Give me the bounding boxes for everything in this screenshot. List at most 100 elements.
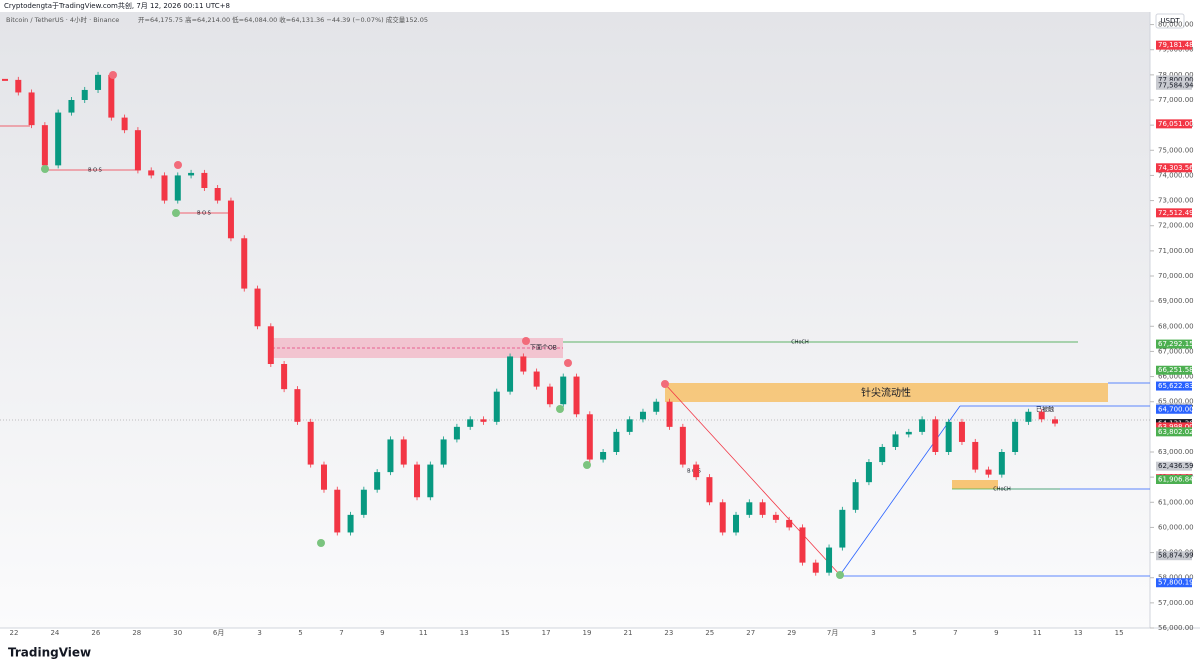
leg-line: [664, 383, 841, 576]
candle: [108, 74, 115, 118]
price-tick-label: 67,000.00: [1158, 347, 1194, 355]
candle: [905, 431, 912, 435]
choch-label: CHoCH: [791, 340, 809, 346]
candle: [227, 200, 234, 239]
leg-line: [839, 405, 961, 576]
candle: [281, 364, 288, 390]
time-label: 23: [664, 629, 673, 637]
time-label: 3: [871, 629, 875, 637]
price-marker: [1156, 551, 1192, 561]
candle: [746, 502, 753, 515]
price-tick-label: 73,000.00: [1158, 197, 1194, 205]
candle: [706, 477, 713, 503]
touched-label: 已被触: [1036, 406, 1054, 414]
pivots: [41, 71, 844, 579]
candle: [586, 414, 593, 460]
time-label: 3: [257, 629, 261, 637]
price-tick-label: 68,000.00: [1158, 322, 1194, 330]
price-marker: [1156, 578, 1192, 588]
price-tick-label: 70,000.00: [1158, 272, 1194, 280]
candle: [201, 172, 208, 188]
price-marker: [1156, 75, 1192, 85]
price-tick-label: 58,000.00: [1158, 574, 1194, 582]
pivot-high: [564, 359, 572, 367]
candle: [693, 464, 700, 478]
candle: [427, 464, 434, 498]
price-tick-label: 74,000.00: [1158, 171, 1194, 179]
time-label: 7月: [827, 629, 838, 637]
logo[interactable]: TradingView: [8, 646, 91, 660]
price-tick-label: 75,000.00: [1158, 146, 1194, 154]
pivot-high: [661, 380, 669, 388]
price-marker-label: 62,436.59: [1158, 462, 1194, 470]
candle: [121, 117, 128, 131]
pivot-low: [317, 539, 325, 547]
candle: [493, 391, 500, 422]
candle: [879, 446, 886, 463]
price-tick-label: 79,000.00: [1158, 46, 1194, 54]
liquidity-zone: [665, 383, 1108, 402]
candle: [679, 426, 686, 465]
candle: [945, 421, 952, 452]
candle: [613, 431, 620, 452]
candle: [799, 527, 806, 563]
price-marker-label: 61,906.84: [1158, 475, 1194, 483]
candle: [387, 439, 394, 473]
time-label: 26: [91, 629, 100, 637]
time-label: 13: [1074, 629, 1083, 637]
candle: [560, 376, 567, 405]
bos-label: B O S: [197, 211, 211, 217]
price-marker: [1156, 339, 1192, 349]
candle: [134, 130, 141, 171]
candle: [347, 514, 354, 533]
currency-box[interactable]: [1155, 13, 1185, 29]
price-tick-label: 60,000.00: [1158, 523, 1194, 531]
bos-label: B O S: [88, 168, 102, 174]
price-marker-label: 72,512.49: [1158, 209, 1194, 217]
price-marker-label: 58,874.99: [1158, 552, 1194, 560]
chart-bg: [0, 12, 1150, 628]
candle: [414, 464, 421, 498]
candle: [55, 112, 62, 166]
price-marker-label: 77,584.94: [1158, 81, 1194, 89]
candle: [188, 172, 195, 176]
candle: [985, 469, 992, 475]
candle: [826, 547, 833, 573]
price-tick-label: 72,000.00: [1158, 222, 1194, 230]
price-marker-label: 65,622.83: [1158, 382, 1194, 390]
price-marker-label: 57,800.19: [1158, 579, 1194, 587]
pivot-high: [522, 337, 530, 345]
time-label: 17: [542, 629, 551, 637]
credit: Cryptodengta于TradingView.com共创, 7月 12, 2…: [4, 1, 230, 10]
candle: [95, 74, 102, 90]
candle: [719, 502, 726, 533]
candle: [533, 371, 540, 387]
candle: [733, 514, 740, 533]
price-tick-label: 63,000.00: [1158, 448, 1194, 456]
time-label: 9: [380, 629, 384, 637]
price-marker: [1156, 80, 1192, 90]
price-marker-label: 63,802.02: [1158, 428, 1194, 436]
candle: [653, 401, 660, 412]
time-label: 7: [339, 629, 343, 637]
pivot-low: [836, 571, 844, 579]
price-tick-label: 56,000.00: [1158, 624, 1194, 632]
candle: [1052, 419, 1058, 424]
price-marker-label: 67,292.15: [1158, 340, 1194, 348]
candle: [998, 452, 1005, 475]
candle: [294, 389, 301, 422]
candle: [374, 472, 381, 490]
ohlc: 开=64,175.75 高=64,214.00 低=64,084.00 收=64…: [138, 15, 428, 24]
candle: [81, 89, 88, 100]
candle: [467, 419, 474, 427]
price-marker: [1156, 119, 1192, 129]
price-marker: [1156, 422, 1192, 432]
time-label: 28: [132, 629, 141, 637]
candle: [320, 464, 327, 490]
small-zone: [952, 480, 998, 489]
currency[interactable]: USDT: [1160, 17, 1180, 25]
candle: [759, 502, 766, 515]
price-marker: [1156, 381, 1192, 391]
